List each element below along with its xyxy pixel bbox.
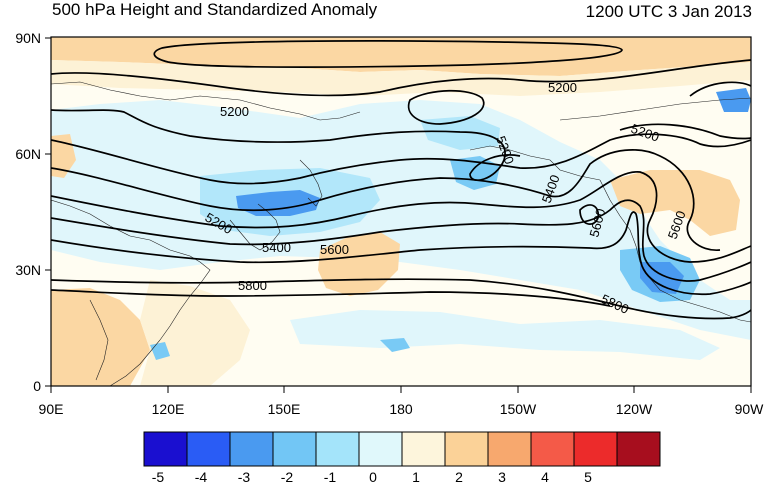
contour-small-loop [579,204,600,225]
contour-label: 5600 [586,207,608,239]
colorbar-labels: -5 -4 -3 -2 -1 0 1 2 3 4 5 [152,469,592,485]
map-title: 500 hPa Height and Standardized Anomaly [52,0,378,19]
anomaly-negative-tropical [290,310,720,360]
colorbar-label: 5 [584,469,592,485]
colorbar-box [530,431,575,467]
contour-line-2 [51,133,751,185]
coast-alaska [469,145,601,181]
coastlines [51,81,751,386]
contour-line-3 [51,149,721,251]
contour-label: 5200 [548,80,577,95]
lat-tick-label: 90N [15,30,41,46]
longitude-axis: 90E 120E 150E 180 150W 120W 90W [39,386,765,417]
lat-tick-label: 60N [15,146,41,162]
anomaly-positive-asia-light [140,280,250,386]
valid-time: 1200 UTC 3 Jan 2013 [585,2,752,21]
contour-line-4 [51,171,751,263]
contour-5200-north [51,59,751,97]
anomaly-negative-small-2 [150,342,170,360]
colorbar-label: -5 [152,469,165,485]
contour-5200-ak-loop [619,81,751,140]
colorbar-label: 1 [412,469,420,485]
anomaly-negative-core-west-inner [640,262,684,294]
colorbar-box [487,431,532,467]
colorbar-label: -4 [195,469,208,485]
colorbar-box [358,431,403,467]
coast-kamchatka [299,159,323,207]
colorbar: -5 -4 -3 -2 -1 0 1 2 3 4 5 [143,431,661,485]
contour-5800 [51,278,751,320]
coast-canada-north [559,97,751,121]
height-contours [51,40,751,320]
lon-tick-label: 90E [39,401,64,417]
lon-tick-label: 150E [268,401,301,417]
coast-indochina [89,299,109,381]
coast-korea-japan [229,203,281,251]
colorbar-label: -2 [281,469,294,485]
anomaly-negative-small [380,338,410,352]
contour-5800-south [51,289,611,307]
anomaly-shading [51,37,751,386]
colorbar-label: -3 [238,469,251,485]
anomaly-positive-north-america [610,170,740,236]
colorbar-label: -1 [324,469,337,485]
colorbar-box [229,431,274,467]
colorbar-box [401,431,446,467]
colorbar-label: 3 [498,469,506,485]
lon-tick-label: 120E [152,401,185,417]
colorbar-box [616,431,661,467]
coast-siberia [51,81,361,121]
colorbar-box [272,431,317,467]
colorbar-label: 2 [455,469,463,485]
colorbar-boxes [143,431,661,467]
lon-tick-label: 120W [616,401,653,417]
lon-tick-label: 150W [500,401,537,417]
colorbar-label: 4 [541,469,549,485]
lon-tick-label: 90W [735,401,765,417]
lon-tick-label: 180 [389,401,413,417]
contour-label: 5600 [320,242,349,257]
contour-label: 5200 [220,104,249,119]
colorbar-box [444,431,489,467]
anomaly-negative-pacific [51,100,751,340]
colorbar-box [143,431,188,467]
anomaly-negative-core-arctic [716,88,751,112]
colorbar-box [573,431,618,467]
colorbar-box [186,431,231,467]
coast-east-asia [51,199,211,386]
contour-label: 5400 [262,240,291,255]
contour-label: 5800 [238,278,267,293]
lat-tick-label: 0 [33,378,41,394]
colorbar-box [315,431,360,467]
contour-5600 [51,211,751,296]
colorbar-label: 0 [369,469,377,485]
latitude-axis: 90N 60N 30N 0 [15,30,51,394]
anomaly-positive-asia [51,288,150,386]
contour-arctic-closed [153,40,623,69]
contour-5200-closed-low [407,89,485,125]
anomaly-positive-arctic [51,37,751,76]
contour-5400 [51,199,751,282]
lat-tick-label: 30N [15,262,41,278]
